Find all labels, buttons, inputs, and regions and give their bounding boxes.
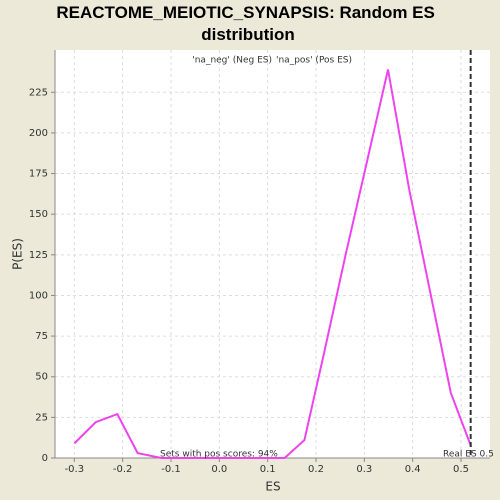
x-tick-label: -0.3 — [65, 464, 85, 475]
y-tick-label: 175 — [29, 169, 48, 180]
x-tick-label: 0.2 — [308, 464, 324, 475]
y-tick-label: 100 — [29, 290, 48, 301]
y-tick-label: 150 — [29, 209, 48, 220]
y-tick-label: 125 — [29, 250, 48, 261]
y-tick-label: 225 — [29, 87, 48, 98]
x-tick-label: 0.3 — [356, 464, 372, 475]
legend-entry: 'na_neg' (Neg ES) — [192, 56, 272, 66]
x-axis-label: ES — [265, 480, 280, 494]
real-es-label: Real ES 0.5 — [443, 450, 494, 460]
y-tick-label: 200 — [29, 128, 48, 139]
y-axis-label: P(ES) — [11, 238, 25, 270]
x-tick-label: 0.1 — [260, 464, 276, 475]
y-tick-label: 75 — [35, 331, 48, 342]
y-tick-label: 0 — [42, 453, 48, 464]
x-tick-label: -0.1 — [161, 464, 181, 475]
data-line — [73, 69, 473, 459]
legend-entry: 'na_pos' (Pos ES) — [276, 56, 352, 66]
x-tick-label: -0.2 — [113, 464, 133, 475]
chart-title: REACTOME_MEIOTIC_SYNAPSIS: Random ES dis… — [56, 3, 439, 44]
y-tick-label: 50 — [35, 372, 48, 383]
annotation: Sets with pos scores: 94% — [160, 450, 278, 460]
y-tick-label: 25 — [35, 412, 48, 423]
x-tick-label: 0.4 — [405, 464, 421, 475]
plot-area — [55, 50, 490, 458]
x-tick-label: 0.0 — [211, 464, 227, 475]
x-tick-label: 0.5 — [453, 464, 469, 475]
